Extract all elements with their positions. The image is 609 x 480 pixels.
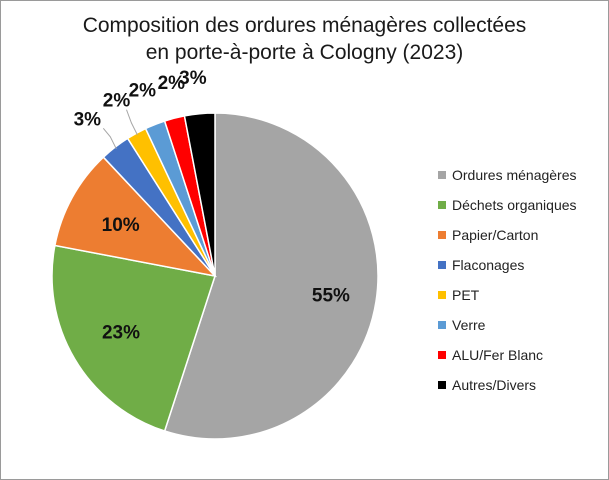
data-label-alu-fer-blanc: 2%: [158, 73, 186, 94]
legend-label-alu-fer-blanc: ALU/Fer Blanc: [452, 347, 544, 363]
legend-swatch-ordures-menageres: [438, 171, 446, 179]
data-label-verre: 2%: [129, 81, 157, 102]
legend-item-flaconages: Flaconages: [438, 250, 577, 280]
legend-label-papier-carton: Papier/Carton: [452, 227, 539, 243]
pie-slice-autres-divers: [183, 112, 216, 277]
chart-title: Composition des ordures ménagères collec…: [0, 12, 609, 66]
data-label-papier-carton: 10%: [102, 215, 140, 236]
data-label-pet: 2%: [103, 91, 131, 112]
legend-item-alu-fer-blanc: ALU/Fer Blanc: [438, 340, 577, 370]
data-label-autres-divers: 3%: [179, 68, 207, 89]
legend-swatch-pet: [438, 291, 446, 299]
chart-title-line-2: en porte-à-porte à Cologny (2023): [145, 41, 464, 64]
data-label-dechets-organiques: 23%: [102, 323, 140, 344]
legend-label-dechets-organiques: Déchets organiques: [452, 197, 577, 213]
leader-line-pet: [126, 109, 138, 136]
legend-label-flaconages: Flaconages: [452, 257, 525, 273]
leader-line-flaconages: [102, 127, 117, 150]
legend-label-pet: PET: [452, 287, 480, 303]
legend-item-ordures-menageres: Ordures ménagères: [438, 160, 577, 190]
legend-swatch-alu-fer-blanc: [438, 351, 446, 359]
legend-label-ordures-menageres: Ordures ménagères: [452, 167, 577, 183]
legend-item-papier-carton: Papier/Carton: [438, 220, 577, 250]
legend-swatch-dechets-organiques: [438, 201, 446, 209]
pie-slice-papier-carton: [54, 156, 218, 278]
legend-item-dechets-organiques: Déchets organiques: [438, 190, 577, 220]
data-label-ordures-menageres: 55%: [312, 285, 350, 306]
legend-swatch-flaconages: [438, 261, 446, 269]
chart-title-line-1: Composition des ordures ménagères collec…: [82, 14, 527, 37]
pie-slice-dechets-organiques: [51, 244, 216, 432]
pie-slice-ordures-menageres: [163, 112, 379, 440]
legend-item-autres-divers: Autres/Divers: [438, 370, 577, 400]
legend-item-pet: PET: [438, 280, 577, 310]
legend-item-verre: Verre: [438, 310, 577, 340]
legend-label-verre: Verre: [452, 317, 486, 333]
legend-swatch-autres-divers: [438, 381, 446, 389]
legend-swatch-papier-carton: [438, 231, 446, 239]
legend-swatch-verre: [438, 321, 446, 329]
data-label-flaconages: 3%: [74, 109, 102, 130]
chart-legend: Ordures ménagères Déchets organiques Papie…: [438, 160, 577, 400]
legend-label-autres-divers: Autres/Divers: [452, 377, 537, 393]
